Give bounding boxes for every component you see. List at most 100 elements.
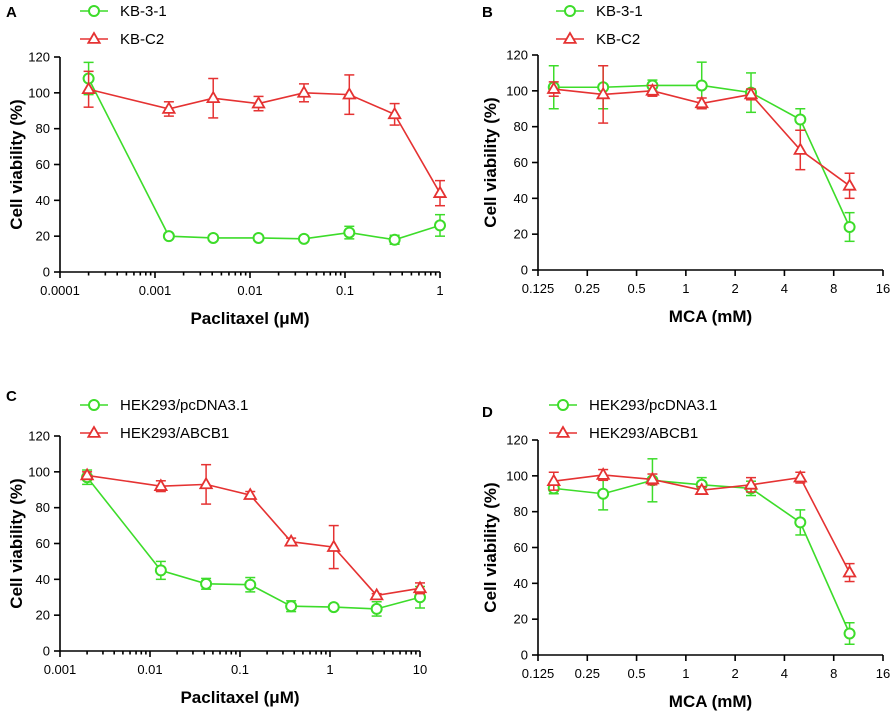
- y-tick-label: 120: [28, 50, 50, 65]
- legend-marker: [555, 425, 571, 438]
- series-line: [88, 88, 441, 194]
- x-tick-label: 0.0001: [40, 283, 80, 298]
- data-point: [79, 467, 95, 481]
- data-point: [695, 79, 708, 92]
- y-tick-label: 20: [514, 612, 528, 627]
- y-tick-label: 40: [36, 572, 50, 587]
- x-tick-label: 8: [830, 281, 837, 296]
- series-1: [547, 61, 856, 243]
- x-tick-label: 1: [436, 283, 443, 298]
- x-tick-label: 16: [876, 666, 890, 681]
- data-point: [794, 113, 807, 126]
- y-tick-label: 20: [36, 608, 50, 623]
- legend: HEK293/pcDNA3.1 HEK293/ABCB1: [549, 397, 717, 442]
- x-tick-label: 1: [682, 666, 689, 681]
- legend-marker: [557, 399, 569, 411]
- y-axis-title: Cell viability (%): [481, 482, 500, 612]
- data-point: [597, 487, 610, 500]
- y-tick-label: 20: [36, 229, 50, 244]
- x-tick-label: 10: [413, 662, 427, 677]
- series-1: [81, 469, 426, 617]
- y-axis-title: Cell viability (%): [481, 97, 500, 227]
- data-point: [342, 86, 357, 100]
- y-tick-label: 40: [514, 576, 528, 591]
- y-tick-label: 100: [506, 468, 528, 483]
- y-tick-label: 120: [506, 48, 528, 63]
- series-line: [87, 78, 441, 241]
- data-point: [205, 90, 221, 104]
- y-axis-title: Cell viability (%): [7, 478, 26, 608]
- x-tick-label: 4: [781, 281, 788, 296]
- x-tick-label: 0.01: [137, 662, 162, 677]
- legend: KB-3-1 KB-C2: [80, 3, 167, 48]
- x-tick-label: 4: [781, 666, 788, 681]
- data-point: [546, 81, 562, 94]
- x-tick-label: 2: [732, 666, 739, 681]
- data-point: [326, 539, 341, 552]
- x-axis-title: MCA (mM): [669, 307, 752, 326]
- legend-marker: [88, 5, 100, 17]
- x-tick-label: 1: [682, 281, 689, 296]
- series-line: [86, 476, 421, 610]
- data-point: [793, 469, 808, 483]
- panel-b: B 0 20 40 60 80 100 120 0.125 0.25 0.5 1 2 4 8 16 MCA (m…: [481, 3, 890, 326]
- panel-a: A 0 20 40 60 80 100 120 0.0001 0.001 0.01 0.1 1 Pacli…: [6, 3, 448, 328]
- data-point: [793, 142, 808, 155]
- data-point: [743, 86, 759, 100]
- x-axis-title: Paclitaxel (μM): [190, 309, 309, 328]
- panel-letter: A: [6, 4, 17, 21]
- x-tick-label: 2: [732, 281, 739, 296]
- x-tick-label: 8: [830, 666, 837, 681]
- y-tick-label: 40: [36, 193, 50, 208]
- y-tick-label: 100: [28, 85, 50, 100]
- data-point: [743, 476, 759, 490]
- data-point: [297, 232, 310, 245]
- data-point: [645, 471, 660, 485]
- x-tick-label: 0.1: [231, 662, 249, 677]
- data-point: [242, 487, 258, 500]
- data-point: [842, 564, 857, 578]
- data-point: [343, 226, 356, 239]
- data-point: [327, 601, 340, 614]
- data-point: [388, 233, 401, 246]
- y-tick-label: 0: [521, 263, 528, 278]
- x-tick-label: 0.001: [139, 283, 172, 298]
- series-1: [82, 61, 446, 246]
- data-point: [794, 516, 807, 529]
- x-tick-label: 1: [326, 662, 333, 677]
- data-point: [694, 95, 709, 109]
- y-tick-label: 60: [36, 157, 50, 172]
- y-tick-label: 60: [36, 536, 50, 551]
- data-point: [244, 578, 257, 591]
- data-point: [412, 580, 428, 594]
- data-point: [843, 221, 856, 233]
- data-point: [153, 478, 169, 491]
- legend-marker: [86, 31, 102, 44]
- panel-letter: B: [482, 4, 493, 21]
- y-tick-label: 100: [28, 464, 50, 479]
- data-point: [432, 185, 448, 198]
- data-point: [369, 587, 384, 601]
- x-tick-label: 0.1: [336, 283, 354, 298]
- x-tick-label: 0.125: [522, 666, 555, 681]
- legend-label: KB-3-1: [596, 3, 643, 20]
- x-tick-label: 0.25: [575, 666, 600, 681]
- data-point: [296, 85, 312, 98]
- y-tick-label: 40: [514, 191, 528, 206]
- panel-d: D 0 20 40 60 80 100 120 0.125 0.25 0.5 1 2 4 8 16 MCA (m…: [481, 397, 890, 711]
- x-axis-title: MCA (mM): [669, 692, 752, 711]
- series-2: [546, 467, 857, 583]
- series-line: [553, 479, 851, 634]
- data-point: [207, 231, 220, 244]
- data-point: [645, 83, 660, 96]
- y-tick-label: 60: [514, 155, 528, 170]
- legend-label: HEK293/pcDNA3.1: [120, 397, 248, 414]
- y-tick-label: 20: [514, 227, 528, 242]
- data-point: [434, 219, 446, 232]
- data-point: [843, 627, 856, 640]
- data-point: [161, 101, 177, 114]
- data-point: [283, 533, 299, 547]
- legend: HEK293/pcDNA3.1 HEK293/ABCB1: [80, 397, 248, 442]
- data-point: [546, 473, 562, 487]
